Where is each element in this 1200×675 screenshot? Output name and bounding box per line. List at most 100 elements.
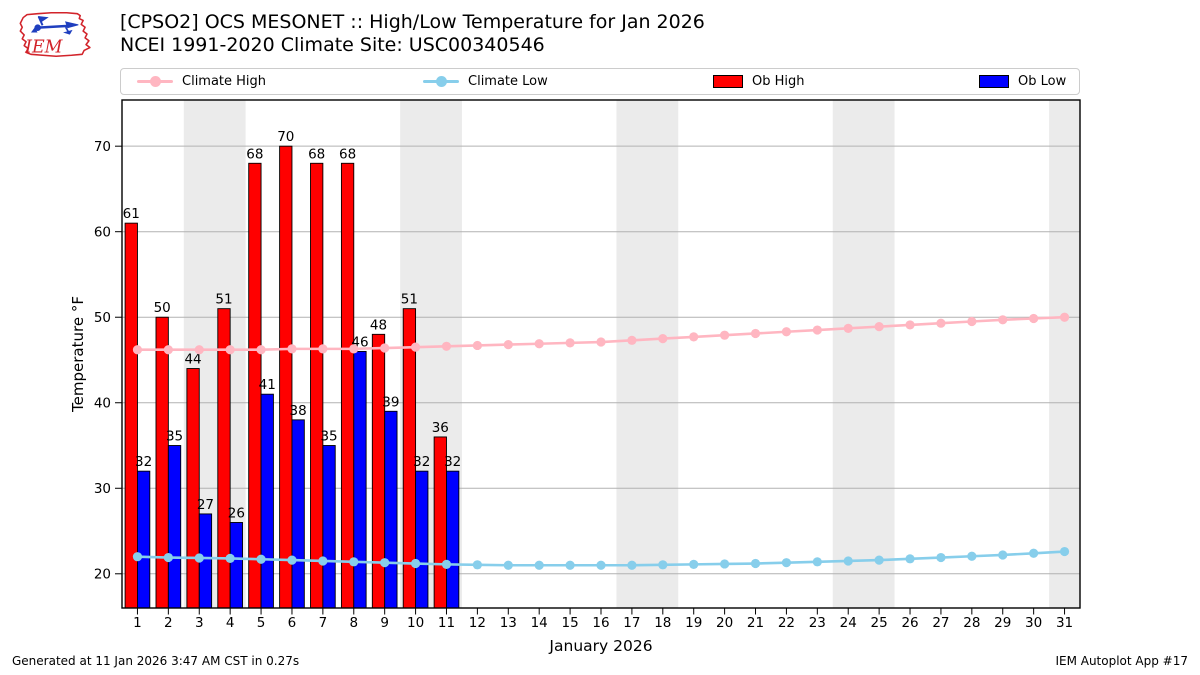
x-tick-label: 30 <box>1025 615 1042 631</box>
generated-at-text: Generated at 11 Jan 2026 3:47 AM CST in … <box>12 654 300 668</box>
climate-low-dot <box>596 560 606 570</box>
climate-low-dot <box>874 555 884 565</box>
bar-value-label: 32 <box>444 454 461 470</box>
climate-low-line-marker-icon <box>423 75 459 88</box>
climate-high-dot <box>472 340 482 351</box>
weekend-band <box>616 100 679 608</box>
climate-low-dot <box>1059 546 1070 557</box>
climate-low-dot <box>750 558 761 569</box>
x-tick-label: 2 <box>164 615 173 631</box>
x-tick-label: 27 <box>932 615 949 631</box>
climate-low-dot <box>689 559 699 569</box>
x-tick-label: 9 <box>380 615 389 631</box>
x-tick-label: 8 <box>349 615 358 631</box>
ob-high-bar <box>155 316 169 609</box>
climate-high-dot <box>720 330 730 340</box>
climate-high-dot <box>905 320 915 330</box>
bar-value-label: 32 <box>413 454 430 470</box>
climate-high-dot <box>565 338 575 348</box>
weekend-band <box>832 100 895 608</box>
chart-legend: Climate High Climate Low Ob High Ob Low <box>120 68 1080 95</box>
ob-high-bar <box>279 145 293 609</box>
x-tick-label: 5 <box>257 615 266 631</box>
bar-value-label: 35 <box>320 429 337 445</box>
y-tick-label: 60 <box>94 224 111 240</box>
ob-high-bar <box>340 162 355 609</box>
bar-value-label: 48 <box>370 317 387 333</box>
weather-vane-icon <box>30 16 79 35</box>
climate-high-dot <box>534 339 544 349</box>
climate-low-dot <box>627 560 637 570</box>
x-tick-label: 13 <box>500 615 517 631</box>
climate-low-dot <box>534 560 544 570</box>
ob-high-swatch-icon <box>713 75 743 88</box>
bar-value-label: 61 <box>123 206 140 222</box>
x-tick-label: 4 <box>226 615 235 631</box>
ob-low-bar <box>384 410 398 609</box>
legend-item-ob-low: Ob Low <box>979 69 1066 94</box>
x-tick-label: 12 <box>469 615 486 631</box>
climate-low-dot <box>936 552 946 563</box>
climate-high-dot <box>1029 313 1039 324</box>
climate-high-dot <box>967 316 977 327</box>
bar-value-label: 50 <box>154 300 171 316</box>
y-tick-label: 30 <box>94 481 111 497</box>
climate-high-dot <box>812 325 822 335</box>
climate-low-dot <box>565 560 575 570</box>
bar-value-label: 70 <box>277 129 294 145</box>
y-tick-label: 50 <box>94 310 111 326</box>
climate-low-dot <box>998 550 1008 560</box>
climate-low-dot <box>287 555 297 565</box>
climate-high-dot <box>410 342 421 352</box>
x-tick-label: 16 <box>592 615 609 631</box>
bar-value-label: 68 <box>246 146 263 162</box>
legend-label: Climate Low <box>468 74 548 89</box>
climate-low-dot <box>905 554 915 564</box>
climate-low-dot <box>132 552 143 562</box>
ob-low-bar <box>353 350 367 609</box>
climate-high-dot <box>843 323 853 333</box>
ob-low-bar <box>322 445 336 609</box>
climate-high-dot <box>380 343 390 353</box>
climate-high-dot <box>658 334 668 344</box>
x-tick-label: 3 <box>195 615 204 631</box>
climate-high-dot <box>318 344 328 354</box>
climate-low-dot <box>256 554 266 564</box>
x-tick-label: 29 <box>994 615 1011 631</box>
ob-high-bar <box>186 368 200 609</box>
y-tick-label: 70 <box>94 139 111 155</box>
ob-high-bar <box>310 162 324 609</box>
bar-value-label: 39 <box>382 394 399 410</box>
bar-value-label: 44 <box>184 352 201 368</box>
bar-value-label: 38 <box>290 403 307 419</box>
climate-low-dot <box>843 556 853 566</box>
climate-high-dot <box>163 345 173 355</box>
weekend-band <box>1049 100 1080 608</box>
legend-item-climate-high: Climate High <box>137 69 266 94</box>
legend-label: Ob High <box>752 74 805 89</box>
y-tick-label: 20 <box>94 566 111 582</box>
bar-value-label: 26 <box>228 505 245 521</box>
iem-logo: IEM <box>19 11 91 57</box>
climate-low-dot <box>410 558 421 569</box>
climate-high-dot <box>1059 312 1070 322</box>
bar-value-label: 36 <box>432 420 449 436</box>
ob-high-bar <box>124 222 138 609</box>
x-tick-label: 21 <box>747 615 764 631</box>
x-tick-label: 7 <box>319 615 328 631</box>
climate-low-dot <box>1029 548 1039 558</box>
climate-high-dot <box>781 327 792 337</box>
climate-low-dot <box>349 557 359 567</box>
ob-low-bar <box>415 470 429 609</box>
x-tick-label: 25 <box>871 615 888 631</box>
x-tick-label: 18 <box>654 615 671 631</box>
chart-title-line1: [CPSO2] OCS MESONET :: High/Low Temperat… <box>120 11 705 33</box>
climate-low-dot <box>967 551 977 561</box>
climate-high-dot <box>287 344 297 354</box>
x-tick-label: 10 <box>407 615 424 631</box>
y-tick-label: 40 <box>94 395 111 411</box>
ob-low-bar <box>137 470 151 609</box>
climate-low-dot <box>472 560 482 570</box>
bar-value-label: 41 <box>259 377 276 393</box>
climate-high-dot <box>132 345 143 355</box>
